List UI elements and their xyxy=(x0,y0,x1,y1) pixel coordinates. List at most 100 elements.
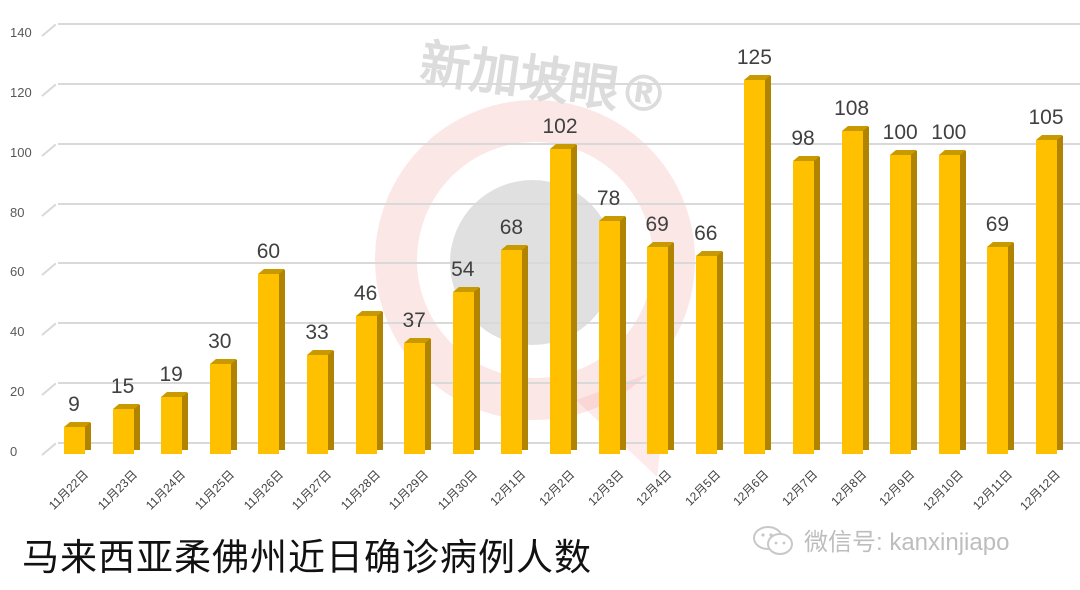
bar-side xyxy=(85,423,91,450)
x-tick-label: 11月23日 xyxy=(94,467,140,513)
x-tick-label: 12月12日 xyxy=(1017,467,1064,514)
y-tick-label: 80 xyxy=(10,204,25,220)
bar xyxy=(209,364,231,454)
gridline xyxy=(58,22,1080,25)
bar-side xyxy=(182,393,189,450)
bar-side xyxy=(619,216,626,450)
bar-side xyxy=(230,360,237,450)
bar-side xyxy=(376,312,383,450)
bar-side xyxy=(814,156,820,450)
x-tick-label: 11月24日 xyxy=(143,467,189,513)
data-label: 46 xyxy=(353,282,378,306)
data-label: 100 xyxy=(882,120,918,144)
y-tick-label: 60 xyxy=(10,264,25,280)
x-tick-label: 12月8日 xyxy=(827,467,869,509)
gridline xyxy=(58,142,1080,145)
bar xyxy=(112,409,134,454)
x-tick-label: 11月22日 xyxy=(46,467,92,513)
bar xyxy=(258,274,280,454)
bar-side xyxy=(571,144,577,450)
bar xyxy=(598,220,620,454)
bar xyxy=(404,343,426,454)
x-tick-label: 11月26日 xyxy=(240,467,286,513)
data-label: 33 xyxy=(305,321,329,345)
bar xyxy=(793,160,814,454)
data-label: 69 xyxy=(645,213,669,237)
gridline-corner xyxy=(41,143,57,157)
data-label: 37 xyxy=(402,309,426,333)
wechat-id: 微信号: kanxinjiapo xyxy=(804,529,1010,556)
bar xyxy=(841,130,863,454)
bar xyxy=(647,247,669,454)
data-label: 9 xyxy=(68,393,80,417)
bar xyxy=(987,247,1009,454)
bar-side xyxy=(668,243,675,450)
bar-side xyxy=(1057,135,1063,450)
y-tick-label: 40 xyxy=(10,324,25,340)
x-tick-label: 12月9日 xyxy=(876,467,918,509)
x-tick-label: 12月6日 xyxy=(730,467,772,509)
bar-side xyxy=(473,288,480,450)
bar xyxy=(307,355,328,454)
y-tick-label: 100 xyxy=(10,144,32,160)
data-label: 68 xyxy=(499,216,524,240)
x-tick-label: 11月25日 xyxy=(192,467,238,513)
x-tick-label: 12月10日 xyxy=(920,467,967,514)
data-label: 66 xyxy=(694,222,718,246)
bar xyxy=(550,148,571,454)
gridline-corner xyxy=(41,442,57,456)
x-tick-label: 11月30日 xyxy=(435,467,481,513)
bar-side xyxy=(279,270,286,450)
bar-side xyxy=(522,246,529,450)
x-tick-label: 11月28日 xyxy=(337,467,383,513)
y-tick-label: 0 xyxy=(10,444,18,459)
y-tick-label: 20 xyxy=(10,384,25,400)
gridline-corner xyxy=(41,203,57,217)
y-tick-label: 120 xyxy=(10,84,32,100)
data-label: 102 xyxy=(542,114,578,138)
gridline-corner xyxy=(41,83,57,97)
x-tick-label: 12月1日 xyxy=(487,467,529,509)
data-label: 108 xyxy=(834,96,870,120)
bar-side xyxy=(425,339,432,450)
gridline xyxy=(58,82,1080,85)
bar xyxy=(64,427,85,454)
data-label: 125 xyxy=(736,45,772,69)
data-label: 78 xyxy=(596,186,621,210)
bar-side xyxy=(862,126,869,450)
bar-side xyxy=(765,75,772,450)
data-label: 105 xyxy=(1028,105,1064,129)
chart-title: 马来西亚柔佛州近日确诊病例人数 xyxy=(22,536,592,579)
bar xyxy=(695,256,717,454)
bar xyxy=(744,79,766,454)
data-label: 54 xyxy=(451,258,475,282)
data-label: 30 xyxy=(208,330,232,354)
x-tick-label: 12月7日 xyxy=(779,467,821,509)
bar-side xyxy=(911,150,918,450)
bar-side xyxy=(328,351,334,450)
bar-side xyxy=(959,150,966,450)
gridline-corner xyxy=(41,322,57,337)
data-label: 19 xyxy=(159,363,183,387)
bar xyxy=(938,154,960,454)
wechat-watermark: 微信号: kanxinjiapo xyxy=(752,522,1009,557)
bar xyxy=(501,250,523,454)
x-tick-label: 12月5日 xyxy=(682,467,724,509)
data-label: 98 xyxy=(791,126,815,150)
gridline-corner xyxy=(41,23,57,37)
x-tick-label: 12月11日 xyxy=(969,467,1015,513)
bar xyxy=(452,292,474,454)
bar xyxy=(355,316,377,454)
bar-side xyxy=(1008,243,1015,450)
x-tick-label: 11月29日 xyxy=(386,467,432,513)
x-tick-label: 11月27日 xyxy=(289,467,335,513)
data-label: 15 xyxy=(110,375,135,399)
gridline-corner xyxy=(41,263,57,277)
y-tick-label: 140 xyxy=(10,24,32,40)
x-tick-label: 12月2日 xyxy=(536,467,578,509)
bar xyxy=(1036,139,1057,454)
data-label: 60 xyxy=(256,240,281,264)
data-label: 69 xyxy=(985,213,1010,237)
bar-side xyxy=(133,405,140,450)
